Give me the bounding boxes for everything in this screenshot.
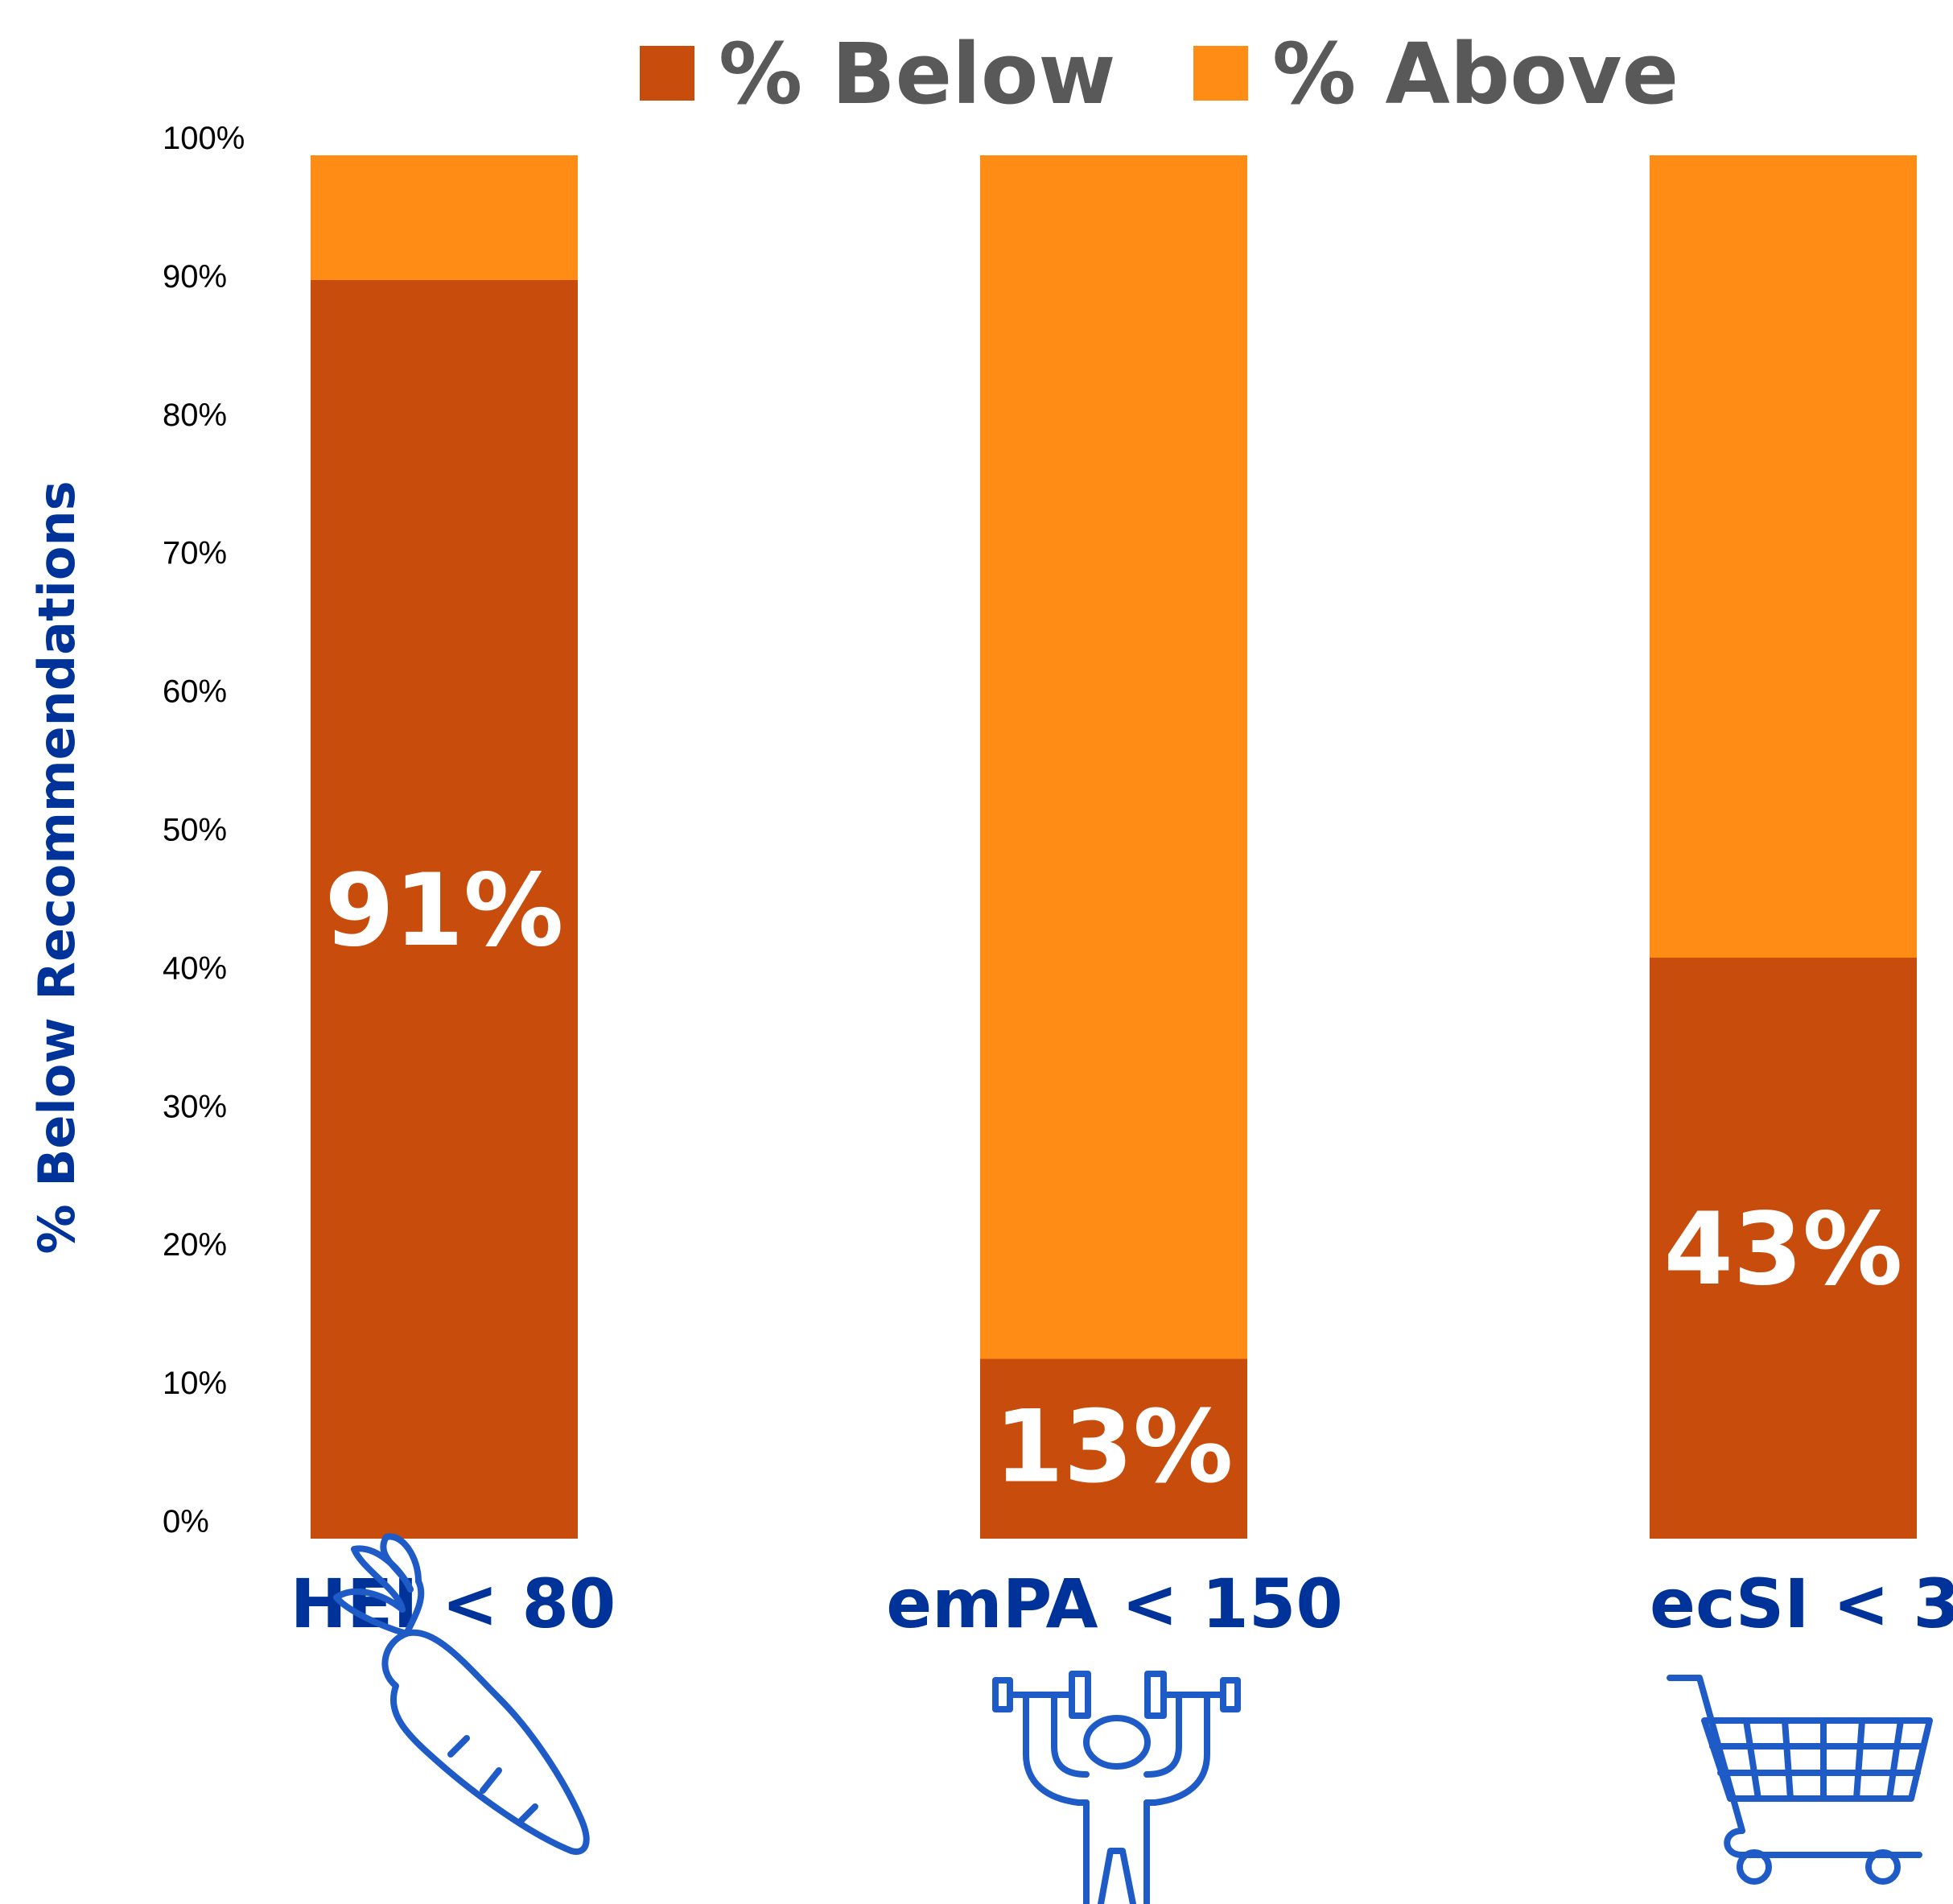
category-label: emPA < 150 xyxy=(886,1564,1343,1643)
y-tick-label: 30% xyxy=(163,1089,227,1124)
bar-below xyxy=(980,1358,1247,1539)
y-tick-label: 0% xyxy=(163,1504,209,1539)
bar-above xyxy=(1650,155,1917,958)
y-axis-label: % Below Recommendations xyxy=(27,481,86,1255)
data-label: 13% xyxy=(995,1390,1234,1506)
bar-above xyxy=(311,155,578,280)
carrot-icon xyxy=(333,1533,590,1855)
data-labels: 91% 13% 43% xyxy=(325,853,1903,1506)
bar-above xyxy=(980,155,1247,1359)
y-tick-label: 90% xyxy=(163,259,227,295)
y-tick-label: 70% xyxy=(163,536,227,571)
y-tick-label: 40% xyxy=(163,950,227,986)
y-tick-label: 80% xyxy=(163,398,227,433)
y-tick-label: 100% xyxy=(163,121,245,156)
weightlifter-icon xyxy=(992,1671,1241,1904)
legend-label: % Below xyxy=(719,25,1115,123)
data-label: 91% xyxy=(325,853,564,969)
bars xyxy=(311,155,1917,1539)
y-tick-label: 20% xyxy=(163,1227,227,1263)
shopping-cart-icon xyxy=(1667,1675,1933,1885)
y-axis-ticks: 0% 10% 20% 30% 40% 50% 60% 70% 80% 90% 100% xyxy=(163,121,245,1539)
data-label: 43% xyxy=(1664,1192,1903,1308)
y-tick-label: 50% xyxy=(163,813,227,848)
bar-below xyxy=(311,279,578,1539)
legend: % Below % Above xyxy=(640,25,1679,123)
bar-below xyxy=(1650,958,1917,1539)
y-tick-label: 10% xyxy=(163,1366,227,1401)
y-tick-label: 60% xyxy=(163,674,227,710)
legend-swatch xyxy=(1193,46,1248,101)
legend-label: % Above xyxy=(1272,25,1679,123)
category-label: ecSI < 32 xyxy=(1650,1564,1953,1643)
legend-swatch xyxy=(640,46,694,101)
